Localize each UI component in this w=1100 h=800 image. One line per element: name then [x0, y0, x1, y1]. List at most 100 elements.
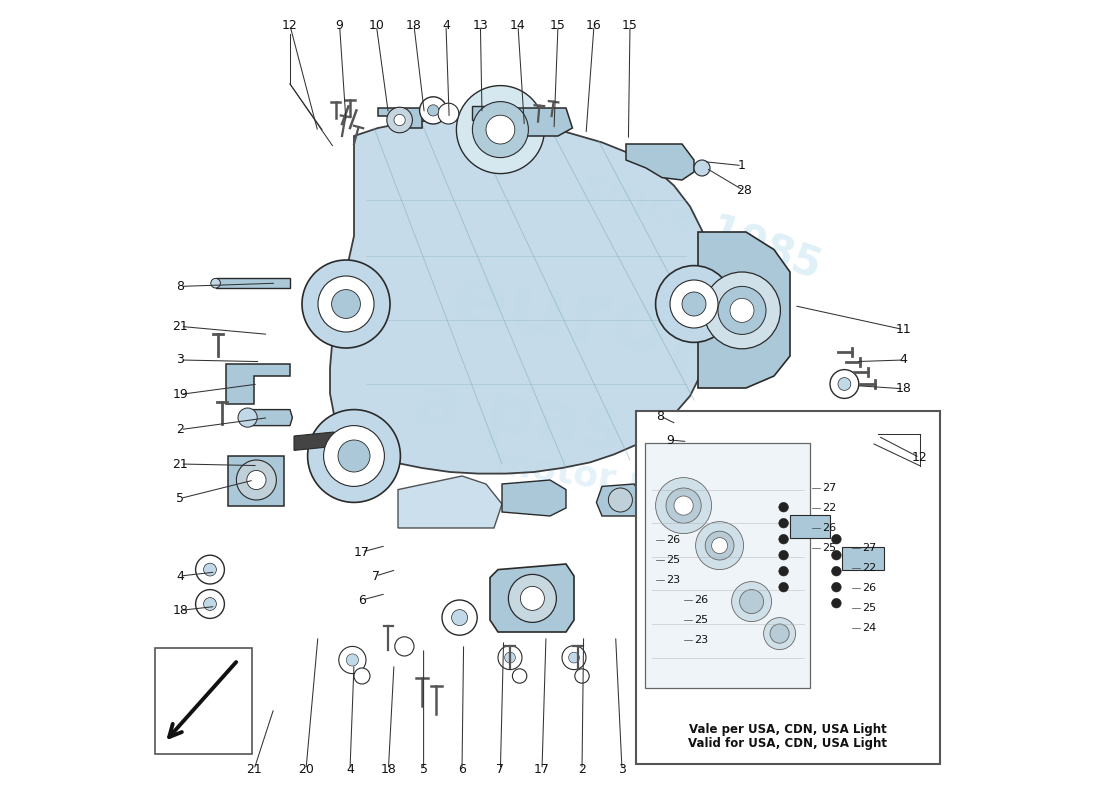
Circle shape [452, 610, 468, 626]
Text: 8: 8 [176, 280, 185, 293]
Text: a pas: a pas [409, 368, 626, 464]
Circle shape [472, 102, 528, 158]
Circle shape [486, 115, 515, 144]
Text: 27: 27 [862, 543, 877, 553]
Text: 26: 26 [666, 535, 680, 545]
Text: 24: 24 [862, 623, 877, 633]
Circle shape [428, 105, 439, 116]
Text: 26: 26 [862, 583, 876, 593]
Text: 17: 17 [535, 763, 550, 776]
Circle shape [513, 669, 527, 683]
Circle shape [779, 550, 789, 560]
Circle shape [354, 668, 370, 684]
Polygon shape [502, 480, 566, 516]
Circle shape [331, 290, 361, 318]
FancyBboxPatch shape [155, 648, 252, 754]
Text: 7: 7 [496, 763, 505, 776]
Circle shape [705, 531, 734, 560]
Polygon shape [226, 364, 290, 404]
Circle shape [339, 646, 366, 674]
Text: 25: 25 [822, 543, 836, 553]
Text: 6: 6 [458, 763, 466, 776]
Ellipse shape [211, 278, 220, 288]
Text: Valid for USA, CDN, USA Light: Valid for USA, CDN, USA Light [689, 738, 888, 750]
Text: 26: 26 [822, 523, 836, 533]
Text: 15: 15 [623, 19, 638, 32]
Text: 12: 12 [912, 451, 927, 464]
Text: 27: 27 [822, 483, 836, 493]
Circle shape [395, 637, 414, 656]
Circle shape [656, 478, 712, 534]
Circle shape [419, 97, 447, 124]
Text: 4: 4 [176, 570, 185, 582]
Circle shape [387, 107, 412, 133]
Text: 23: 23 [694, 635, 708, 645]
Circle shape [779, 518, 789, 528]
Text: 10: 10 [368, 19, 384, 32]
Circle shape [323, 426, 384, 486]
Text: 18: 18 [173, 604, 188, 617]
Polygon shape [216, 278, 290, 288]
Text: 22: 22 [862, 563, 877, 573]
Circle shape [832, 566, 842, 576]
Text: 5: 5 [176, 492, 185, 505]
Text: 16: 16 [586, 19, 602, 32]
Circle shape [763, 618, 795, 650]
Circle shape [656, 266, 733, 342]
Text: since 1985: since 1985 [576, 162, 827, 286]
Text: 3: 3 [176, 354, 185, 366]
Text: 28: 28 [736, 184, 751, 197]
Circle shape [338, 440, 370, 472]
Circle shape [302, 260, 390, 348]
Text: 19: 19 [173, 388, 188, 401]
Text: 21: 21 [173, 458, 188, 470]
Circle shape [569, 652, 580, 663]
Text: 5: 5 [419, 763, 428, 776]
Polygon shape [472, 106, 498, 120]
Circle shape [238, 408, 257, 427]
Circle shape [730, 298, 754, 322]
Text: 23: 23 [666, 575, 680, 585]
Circle shape [694, 160, 710, 176]
FancyBboxPatch shape [646, 443, 810, 688]
Text: motor parts: motor parts [492, 446, 736, 514]
Polygon shape [378, 108, 422, 128]
Polygon shape [243, 410, 293, 426]
Text: 25: 25 [862, 603, 876, 613]
Ellipse shape [690, 445, 698, 454]
Text: 14: 14 [510, 19, 526, 32]
Polygon shape [646, 444, 694, 454]
Polygon shape [790, 515, 830, 538]
Polygon shape [596, 484, 642, 516]
Polygon shape [842, 547, 884, 570]
Text: 22: 22 [822, 503, 836, 513]
Circle shape [438, 103, 459, 124]
Circle shape [575, 669, 590, 683]
Circle shape [674, 496, 693, 515]
Circle shape [732, 582, 771, 622]
Text: 17: 17 [354, 546, 370, 558]
Polygon shape [698, 232, 790, 388]
Polygon shape [490, 564, 574, 632]
Circle shape [508, 574, 557, 622]
Text: 25: 25 [666, 555, 680, 565]
Circle shape [204, 563, 217, 576]
Text: Vale per USA, CDN, USA Light: Vale per USA, CDN, USA Light [689, 723, 887, 736]
Polygon shape [504, 108, 572, 136]
Circle shape [308, 410, 400, 502]
Text: 1: 1 [738, 159, 746, 172]
Text: 4: 4 [346, 763, 354, 776]
Text: 15: 15 [550, 19, 565, 32]
Circle shape [318, 276, 374, 332]
Polygon shape [398, 476, 502, 528]
Circle shape [832, 582, 842, 592]
Circle shape [666, 488, 701, 523]
Circle shape [779, 534, 789, 544]
Circle shape [608, 488, 632, 512]
Text: 6: 6 [359, 594, 366, 606]
Circle shape [196, 590, 224, 618]
Text: 8: 8 [657, 410, 664, 422]
Circle shape [832, 598, 842, 608]
Circle shape [832, 550, 842, 560]
Text: 13: 13 [473, 19, 488, 32]
